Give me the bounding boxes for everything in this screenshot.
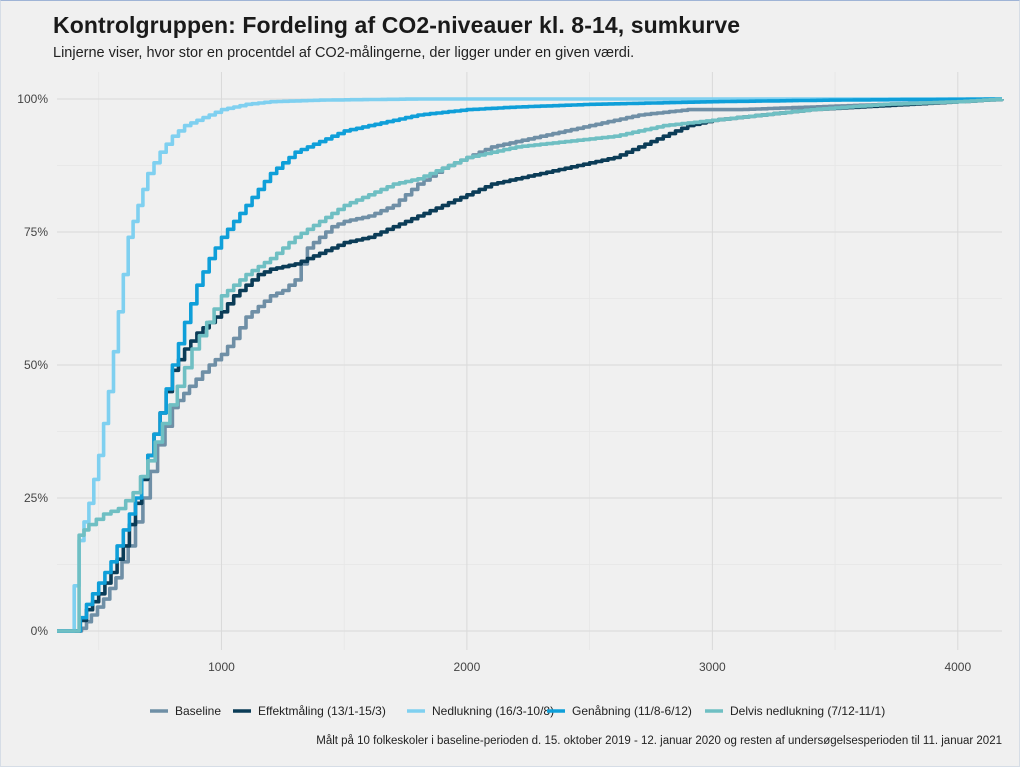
legend-label: Genåbning (11/8-6/12) bbox=[572, 704, 692, 718]
x-tick-label: 2000 bbox=[454, 660, 481, 674]
chart-subtitle: Linjerne viser, hvor stor en procentdel … bbox=[53, 45, 635, 61]
x-axis-ticks: 1000 2000 3000 4000 bbox=[208, 660, 971, 674]
legend: Baseline Effektmåling (13/1-15/3) Nedlukni… bbox=[150, 704, 885, 718]
legend-label: Delvis nedlukning (7/12-11/1) bbox=[730, 704, 885, 718]
x-tick-label: 3000 bbox=[699, 660, 726, 674]
series-line bbox=[57, 97, 1004, 633]
legend-label: Effektmåling (13/1-15/3) bbox=[258, 704, 386, 718]
y-axis-ticks: 0% 25% 50% 75% 100% bbox=[17, 92, 48, 638]
y-tick-label: 50% bbox=[24, 358, 48, 372]
grid bbox=[57, 72, 1002, 650]
legend-label: Baseline bbox=[175, 704, 221, 718]
x-tick-label: 4000 bbox=[944, 660, 971, 674]
y-tick-label: 0% bbox=[31, 624, 49, 638]
y-tick-label: 75% bbox=[24, 225, 48, 239]
x-tick-label: 1000 bbox=[208, 660, 235, 674]
chart-caption: Målt på 10 folkeskoler i baseline-period… bbox=[316, 735, 1002, 747]
chart-title: Kontrolgruppen: Fordeling af CO2-niveaue… bbox=[53, 12, 741, 38]
y-tick-label: 25% bbox=[24, 491, 48, 505]
series-line bbox=[57, 97, 1002, 633]
series-lines bbox=[57, 97, 1004, 633]
y-tick-label: 100% bbox=[17, 92, 48, 106]
legend-label: Nedlukning (16/3-10/8) bbox=[432, 704, 554, 718]
